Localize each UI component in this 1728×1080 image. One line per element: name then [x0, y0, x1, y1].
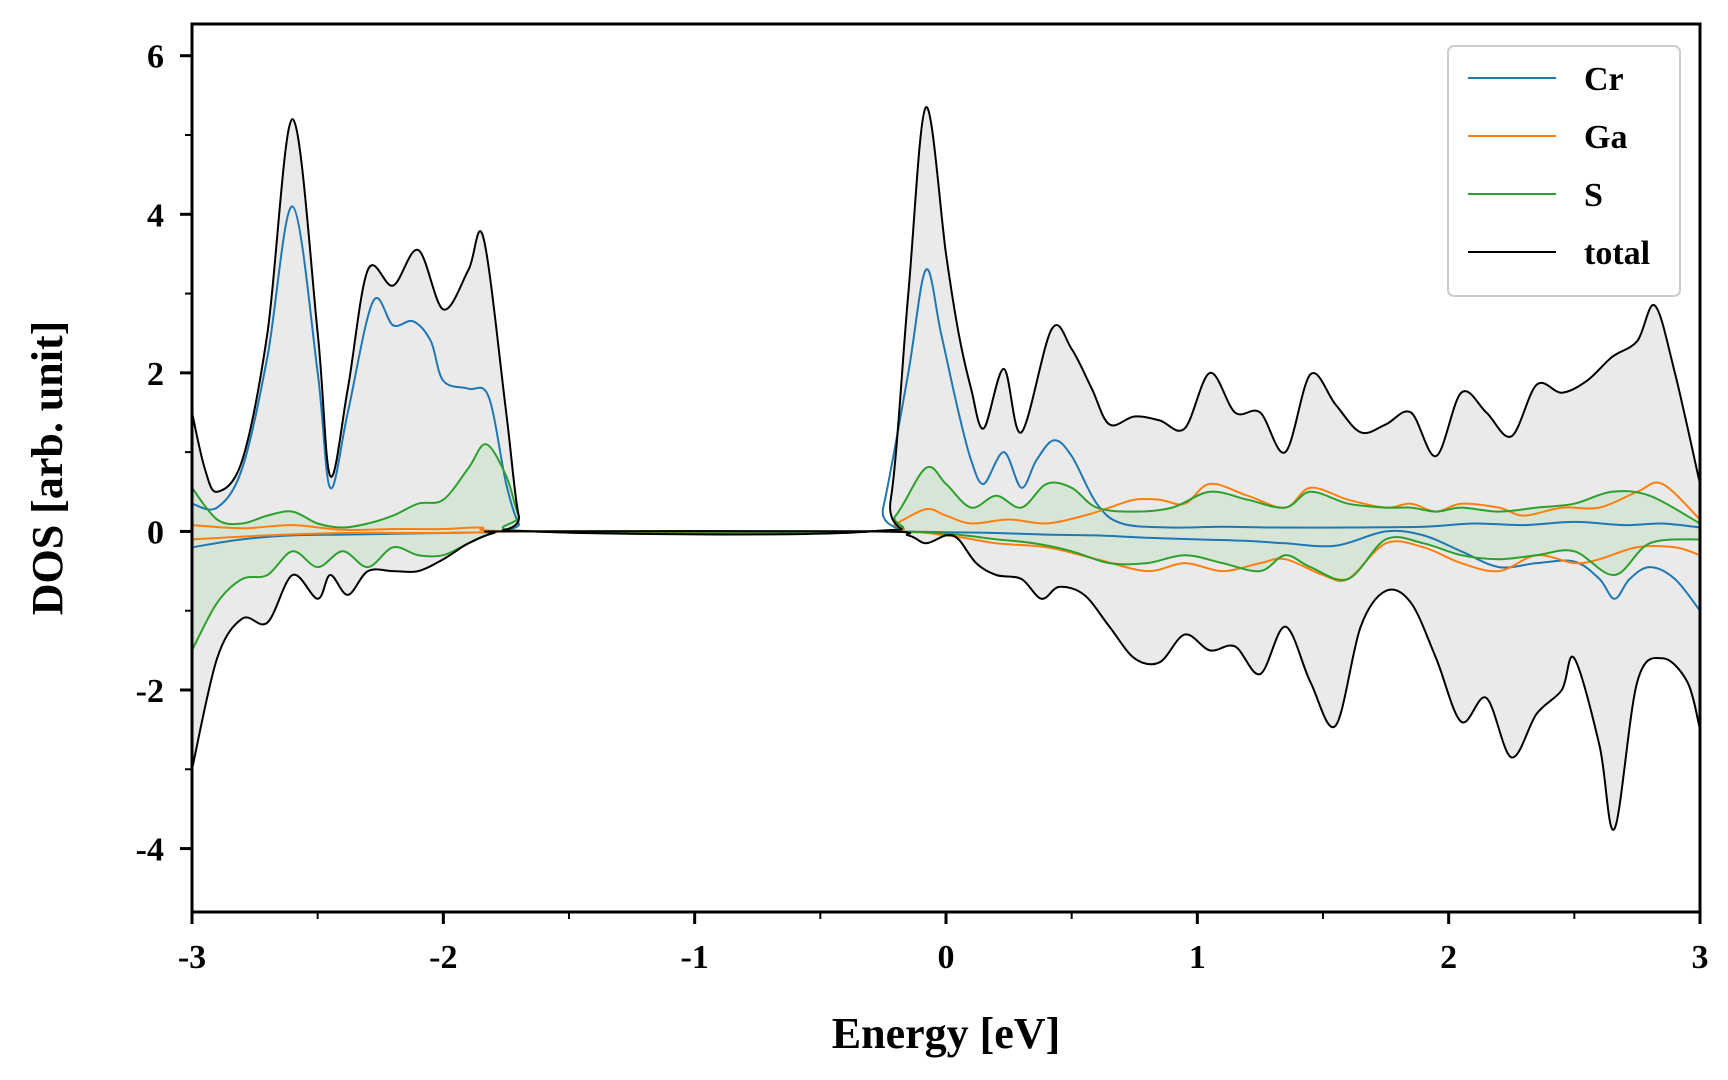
s-up-fill [192, 444, 1700, 534]
y-tick-label: 2 [147, 356, 164, 393]
legend-label-s: S [1584, 177, 1603, 214]
x-axis-ticks: -3 -2 -1 0 1 2 3 [178, 912, 1709, 976]
total-down-fill [192, 531, 1700, 830]
s-down-fill [192, 531, 1700, 651]
total-up-fill [192, 107, 1700, 535]
y-tick-label: 0 [147, 514, 164, 551]
total-up-line [191, 106, 1701, 536]
x-tick-label: -2 [429, 939, 457, 976]
y-tick-label: 4 [147, 197, 164, 234]
cr-up-line [191, 205, 1701, 535]
dos-series-lines [191, 106, 1701, 831]
x-tick-label: -1 [681, 939, 709, 976]
y-tick-label: 6 [147, 39, 164, 76]
ga-up-line [191, 481, 1701, 534]
y-tick-label: -2 [136, 673, 164, 710]
x-tick-label: 2 [1440, 939, 1457, 976]
legend-label-cr: Cr [1584, 61, 1624, 98]
x-tick-label: -3 [178, 939, 206, 976]
x-tick-label: 1 [1189, 939, 1206, 976]
legend-label-ga: Ga [1584, 119, 1627, 156]
legend-box [1447, 45, 1681, 297]
s-up-line [191, 443, 1701, 535]
x-tick-label: 3 [1692, 939, 1709, 976]
x-tick-label: 0 [938, 939, 955, 976]
y-axis-title: DOS [arb. unit] [23, 321, 72, 616]
total-down-line [191, 530, 1701, 831]
y-axis-ticks: -4 -2 0 2 4 6 [136, 39, 192, 869]
y-tick-label: -4 [136, 832, 164, 869]
s-down-line [191, 530, 1701, 651]
x-axis-title: Energy [eV] [832, 1009, 1061, 1058]
legend-label-total: total [1584, 235, 1650, 272]
dos-fill-areas [192, 107, 1700, 830]
